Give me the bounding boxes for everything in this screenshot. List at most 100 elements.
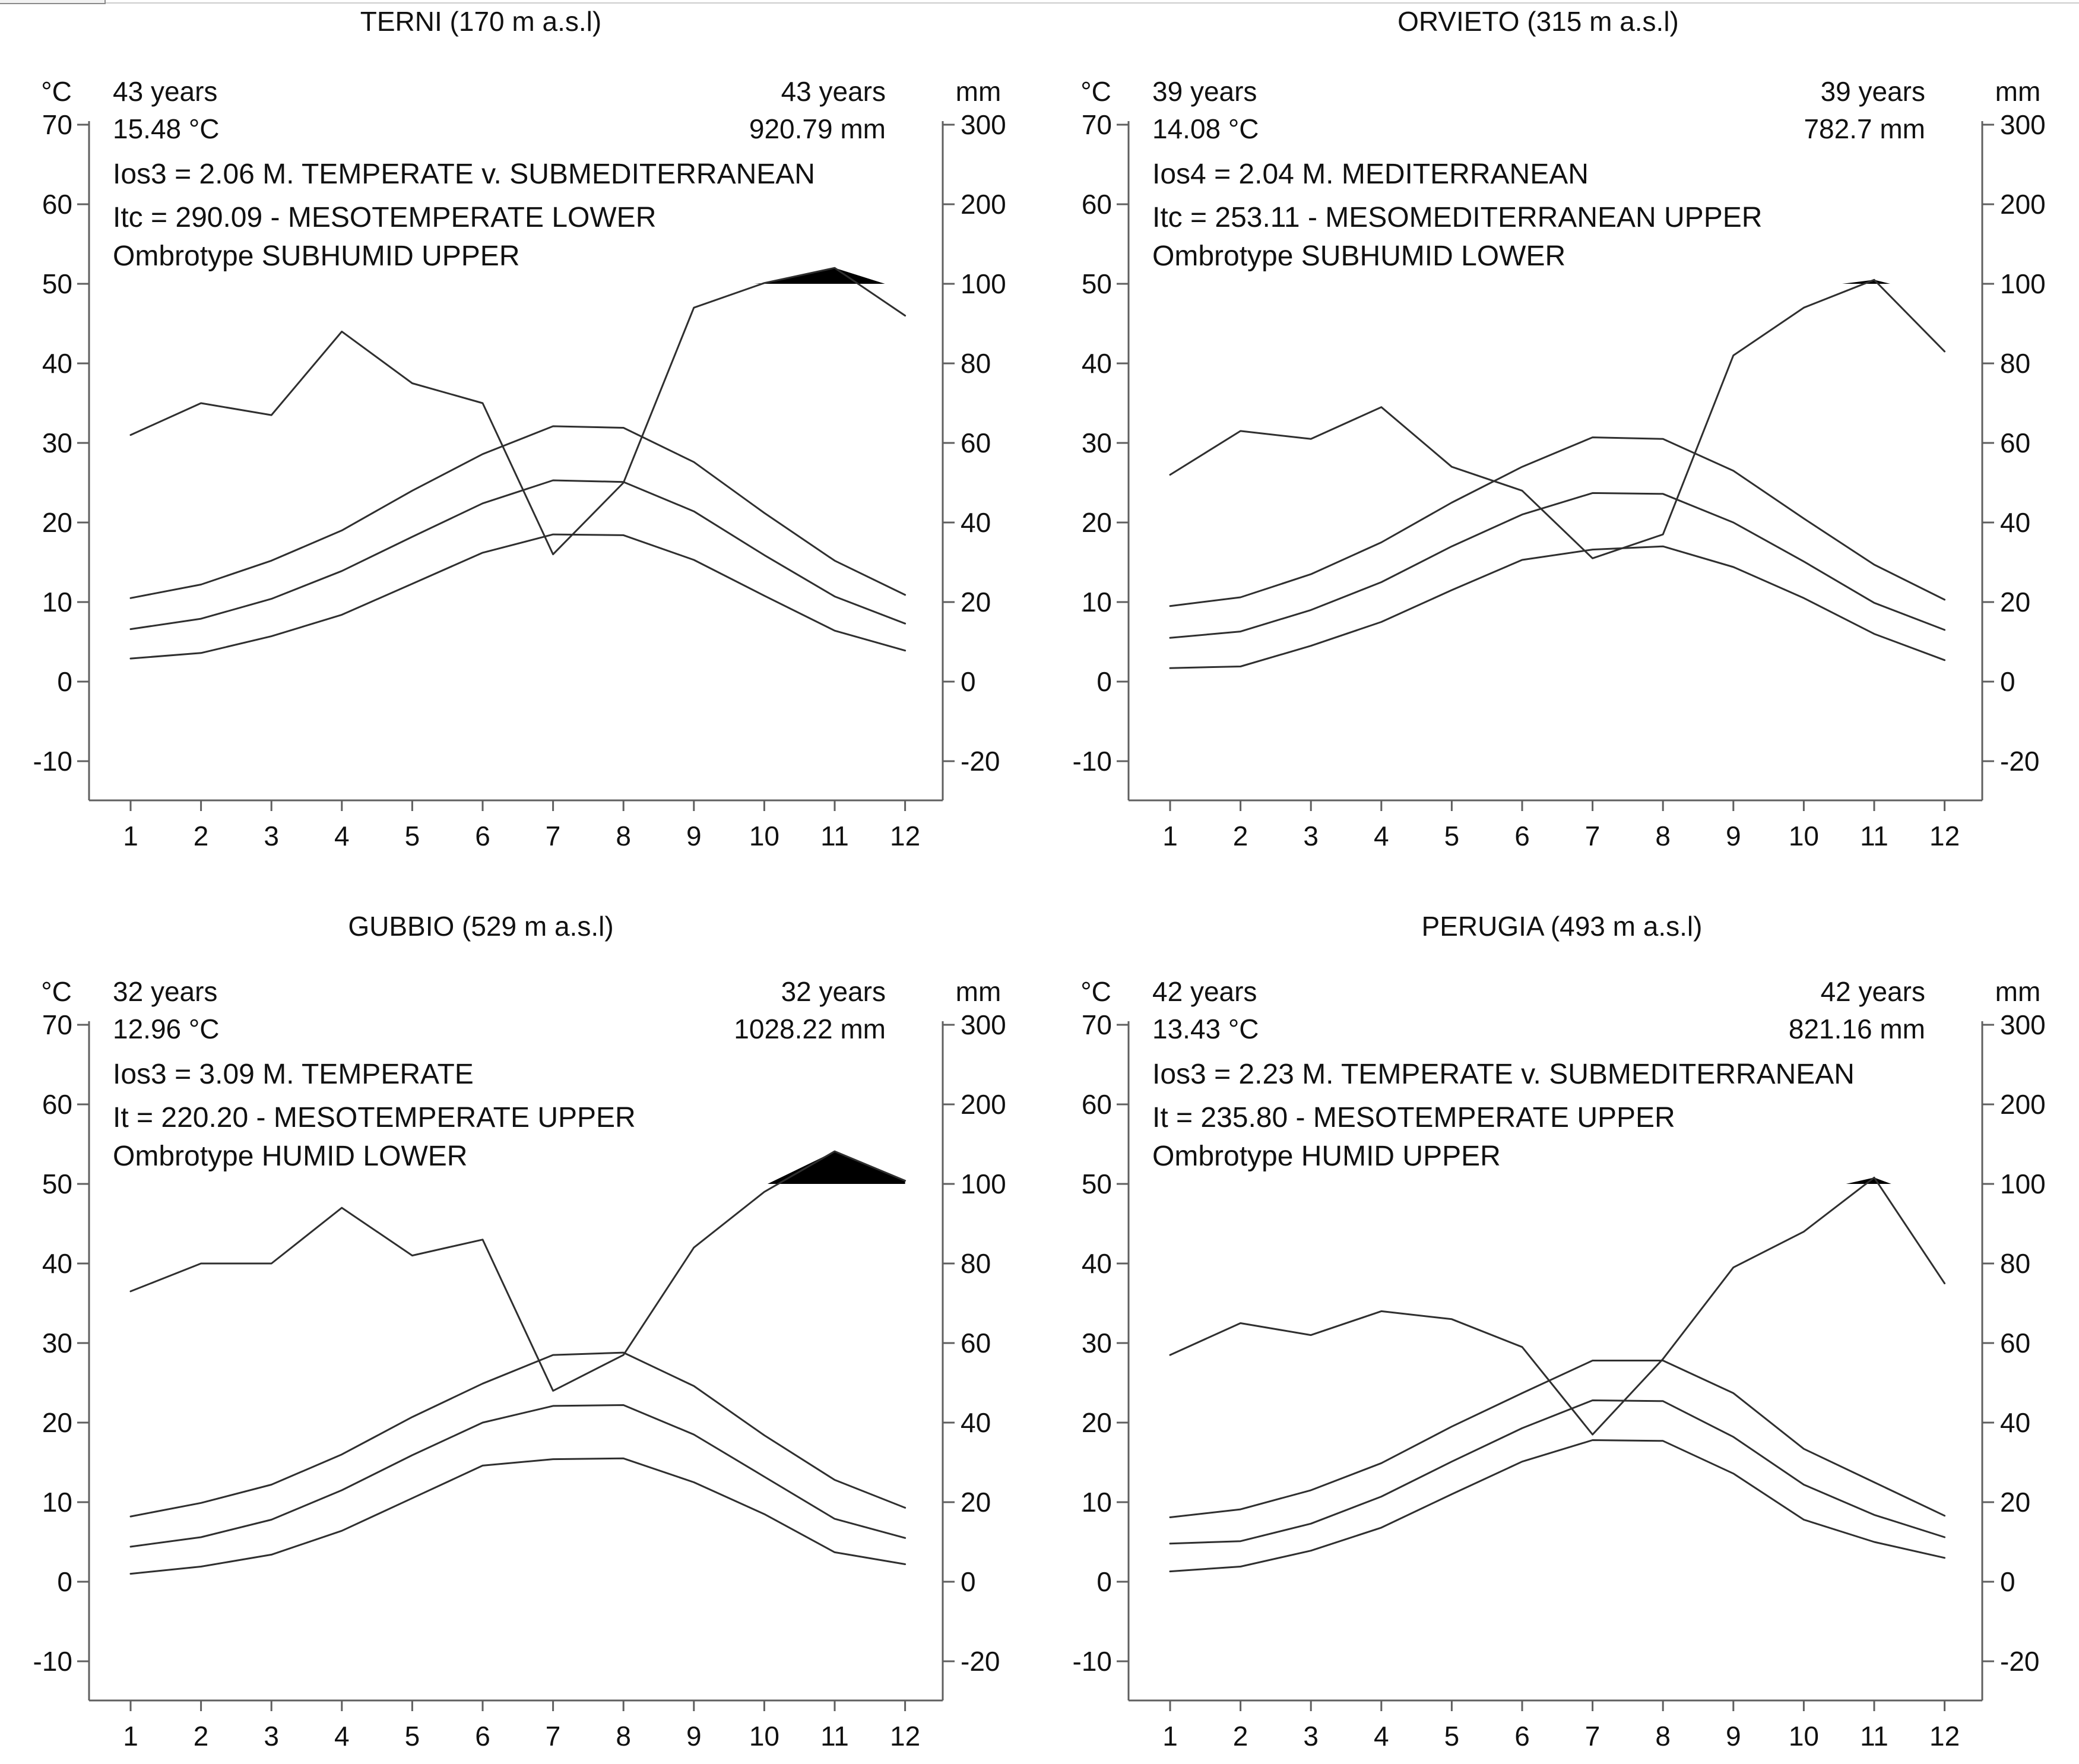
left-tick-label: 0 xyxy=(1096,666,1112,697)
left-tick-label: 10 xyxy=(42,587,72,617)
tmin-line xyxy=(129,1457,907,1575)
scan-artifact-corner-box xyxy=(0,0,106,4)
thermicity-index: It = 220.20 - MESOTEMPERATE UPPER xyxy=(113,1102,636,1133)
month-label: 4 xyxy=(1374,1721,1389,1752)
panel-perugia: PERUGIA (493 m a.s.l) °C 42 years 42 yea… xyxy=(1073,911,2046,1752)
tmean-line xyxy=(129,1404,907,1548)
record-years-right: 42 years xyxy=(1821,976,1925,1007)
panel-title: TERNI (170 m a.s.l) xyxy=(360,6,601,37)
right-tick-label: -20 xyxy=(2000,1646,2039,1677)
right-tick-label: 80 xyxy=(961,348,991,379)
left-tick-label: 30 xyxy=(1082,1328,1112,1358)
month-label: 8 xyxy=(616,821,631,851)
left-tick-label: 30 xyxy=(42,427,72,458)
left-tick-label: 60 xyxy=(1082,189,1112,220)
month-label: 3 xyxy=(264,821,279,851)
right-tick-label: 40 xyxy=(2000,1407,2030,1438)
month-label: 11 xyxy=(820,821,849,851)
month-label: 12 xyxy=(1929,821,1960,851)
month-label: 7 xyxy=(546,1721,561,1752)
month-label: 8 xyxy=(1655,1721,1671,1752)
right-tick-label: 200 xyxy=(2000,189,2046,220)
tmax-line xyxy=(1169,1360,1946,1518)
right-axis-unit: mm xyxy=(956,976,1002,1007)
precip-line xyxy=(129,1150,907,1392)
month-label: 3 xyxy=(1303,1721,1319,1752)
right-tick-label: 200 xyxy=(961,189,1006,220)
month-label: 7 xyxy=(1585,1721,1601,1752)
thermicity-index: Itc = 290.09 - MESOTEMPERATE LOWER xyxy=(113,202,656,233)
left-tick-label: 70 xyxy=(1082,1009,1112,1040)
right-tick-label: 20 xyxy=(2000,1487,2030,1518)
month-label: 6 xyxy=(1514,821,1530,851)
month-label: 6 xyxy=(475,821,490,851)
left-tick-label: 50 xyxy=(42,1168,72,1199)
month-label: 6 xyxy=(475,1721,490,1752)
month-label: 10 xyxy=(1789,1721,1819,1752)
month-label: 9 xyxy=(1726,1721,1741,1752)
month-label: 11 xyxy=(820,1721,849,1752)
left-tick-label: 50 xyxy=(1082,268,1112,299)
right-tick-label: 80 xyxy=(2000,348,2030,379)
left-tick-label: 10 xyxy=(1082,1487,1112,1518)
ombrotype-label: Ombrotype SUBHUMID LOWER xyxy=(1152,240,1565,272)
left-tick-label: 20 xyxy=(1082,507,1112,538)
panel-gubbio: GUBBIO (529 m a.s.l) °C 32 years 32 year… xyxy=(33,911,1006,1752)
panel-orvieto: ORVIETO (315 m a.s.l) °C 39 years 39 yea… xyxy=(1073,6,2046,851)
panel-terni: TERNI (170 m a.s.l) °C 43 years 43 years… xyxy=(33,6,1006,851)
right-tick-label: 0 xyxy=(2000,1566,2015,1597)
left-tick-label: 20 xyxy=(42,507,72,538)
month-label: 4 xyxy=(334,1721,350,1752)
month-label: 2 xyxy=(1233,1721,1248,1752)
right-tick-label: -20 xyxy=(961,746,1000,777)
right-tick-label: 0 xyxy=(961,666,976,697)
tmax-line xyxy=(1169,436,1946,607)
tmin-line xyxy=(1169,545,1946,669)
ombrotype-label: Ombrotype SUBHUMID UPPER xyxy=(113,240,519,272)
tmean-line xyxy=(1169,492,1946,639)
right-tick-label: 60 xyxy=(2000,427,2030,458)
total-precipitation: 821.16 mm xyxy=(1789,1014,1925,1044)
month-label: 9 xyxy=(1726,821,1741,851)
right-tick-label: 0 xyxy=(2000,666,2015,697)
right-tick-label: 300 xyxy=(2000,1009,2046,1040)
month-label: 10 xyxy=(749,821,779,851)
right-tick-label: -20 xyxy=(2000,746,2039,777)
left-tick-label: 50 xyxy=(1082,1168,1112,1199)
left-tick-label: 60 xyxy=(42,1089,72,1120)
right-axis-unit: mm xyxy=(1995,976,2041,1007)
right-tick-label: 20 xyxy=(2000,587,2030,617)
precip-line xyxy=(1169,278,1946,559)
month-label: 11 xyxy=(1860,821,1888,851)
precip-line xyxy=(129,267,907,556)
left-tick-label: -10 xyxy=(1073,746,1112,777)
left-axis-unit: °C xyxy=(1080,976,1111,1007)
month-label: 1 xyxy=(1162,821,1178,851)
record-years-right: 32 years xyxy=(781,976,886,1007)
right-tick-label: 300 xyxy=(2000,109,2046,140)
right-tick-label: 60 xyxy=(961,427,991,458)
left-axis-unit: °C xyxy=(41,976,72,1007)
left-tick-label: 70 xyxy=(42,1009,72,1040)
left-tick-label: 10 xyxy=(1082,587,1112,617)
record-years-right: 39 years xyxy=(1821,76,1925,107)
month-label: 1 xyxy=(123,1721,138,1752)
right-tick-label: 100 xyxy=(961,268,1006,299)
left-tick-label: 40 xyxy=(42,348,72,379)
mean-temperature: 12.96 °C xyxy=(113,1014,220,1044)
left-tick-label: 40 xyxy=(42,1248,72,1279)
left-tick-label: 50 xyxy=(42,268,72,299)
record-years-left: 42 years xyxy=(1152,976,1257,1007)
month-label: 12 xyxy=(890,1721,920,1752)
right-tick-label: 300 xyxy=(961,1009,1006,1040)
month-label: 2 xyxy=(1233,821,1248,851)
left-tick-label: 30 xyxy=(42,1328,72,1358)
right-tick-label: 80 xyxy=(961,1248,991,1279)
month-label: 11 xyxy=(1860,1721,1888,1752)
tmax-line xyxy=(129,425,907,599)
left-tick-label: 60 xyxy=(42,189,72,220)
